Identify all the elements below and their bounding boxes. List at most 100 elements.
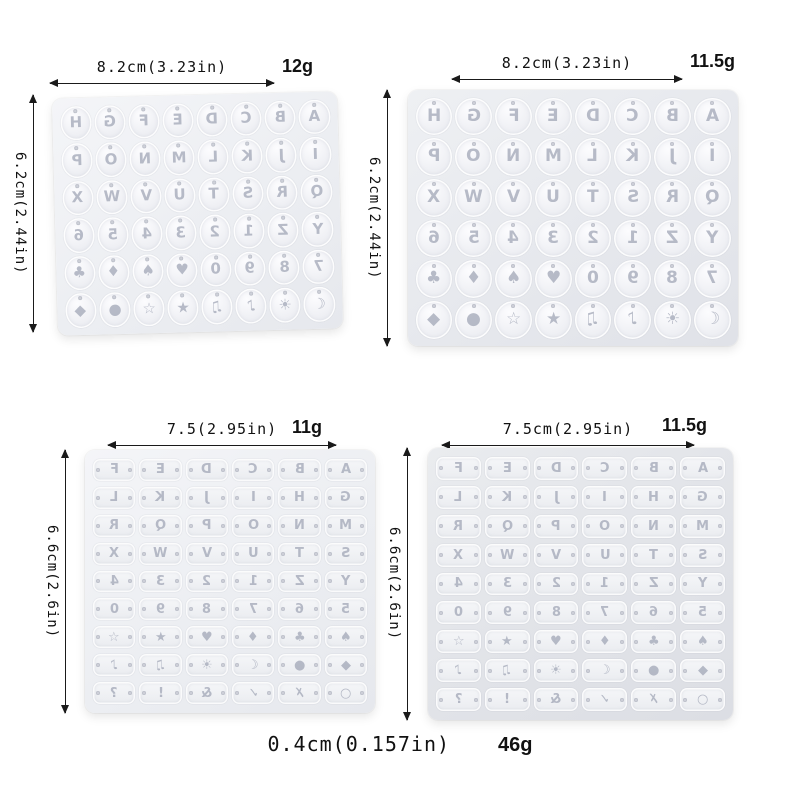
mold-cavity: 8 [533, 601, 579, 625]
mold-cavity: E [484, 457, 530, 480]
cavity-letter: P [551, 518, 561, 534]
mold-cavity: 2 [574, 219, 612, 258]
mold-cavity: ☆ [495, 300, 532, 339]
pendant-hole [221, 467, 226, 472]
cavity-letter: N [648, 518, 660, 534]
cavity-letter: 7 [600, 605, 610, 621]
horizontal-dimension-arrow [451, 75, 683, 83]
pendant-hole [473, 610, 478, 615]
cavity-letter: 5 [107, 224, 119, 244]
cavity-letter: ☾ [599, 663, 611, 679]
mold-cavity: J [533, 485, 579, 509]
cavity-letter: ☾ [704, 309, 720, 330]
cavity-letter: X [453, 547, 464, 563]
mold-cavity: 8 [185, 598, 228, 621]
pendant-hole [234, 607, 239, 612]
pendant-hole [327, 691, 332, 696]
mold-cavity: ☆ [436, 630, 481, 654]
mold-cavity: 3 [534, 219, 572, 258]
pendant-hole [536, 581, 541, 586]
pendant-hole [439, 639, 444, 644]
mold-cavity: S [614, 178, 651, 217]
cavity-letter: ● [293, 657, 306, 673]
pendant-hole [75, 183, 80, 188]
mold-cavity: J [185, 486, 228, 509]
mold-cavity: G [93, 104, 126, 140]
mold-cavity: 7 [582, 601, 628, 625]
cavity-letter: ♥ [545, 268, 561, 289]
pendant-hole [620, 553, 625, 558]
mold-cavity: ♪ [614, 300, 651, 339]
cavity-letter: ? [454, 692, 463, 708]
pendant-hole [473, 639, 478, 644]
cavity-letter: K [155, 490, 166, 506]
cavity-letter: D [585, 105, 600, 126]
mold-cavity: ☀ [654, 300, 691, 339]
pendant-hole [511, 263, 516, 268]
cavity-letter: 4 [507, 227, 520, 248]
height-dimension: 6.6cm(2.6in) [386, 447, 411, 721]
pendant-hole [267, 467, 272, 472]
mold-cavity: P [415, 138, 453, 176]
pendant-hole [313, 139, 318, 145]
cavity-letter: ♫ [501, 663, 514, 679]
cavity-letter: X [71, 188, 84, 207]
pendant-hole [180, 293, 185, 298]
cavity-letter: C [600, 460, 610, 476]
cavity-letter: G [340, 490, 352, 506]
pendant-hole [174, 635, 179, 640]
pendant-hole [571, 581, 576, 586]
mold-cavity: O [455, 138, 492, 176]
cavity-letter: G [466, 105, 481, 126]
cavity-letter: R [276, 182, 289, 202]
pendant-hole [234, 495, 239, 500]
cavity-letter: ♫ [210, 297, 224, 316]
mold-cavity: 9 [484, 601, 530, 625]
pendant-hole [683, 697, 688, 702]
pendant-hole [670, 141, 675, 146]
pendant-hole [634, 697, 639, 702]
mold-cavity: ? [93, 682, 136, 704]
cavity-letter: U [599, 547, 611, 563]
mold-cavity: ♪ [235, 288, 268, 324]
cavity-letter: O [247, 518, 259, 534]
pendant-hole [128, 523, 133, 528]
mold-cavity: G [680, 485, 725, 509]
pendant-hole [145, 256, 150, 261]
pendant-hole [585, 639, 590, 644]
cavity-letter: U [173, 185, 187, 204]
pendant-hole [360, 663, 365, 668]
thickness-and-total-weight: 0.4cm(0.157in) 46g [0, 732, 800, 757]
pendant-hole [710, 141, 715, 146]
mold-cavity: A [298, 99, 331, 135]
mold-cavity: U [163, 177, 196, 213]
pendant-hole [620, 524, 625, 529]
cavity-letter: 9 [502, 605, 512, 621]
pendant-hole [634, 668, 639, 673]
mold-cavity: ♥ [534, 260, 572, 298]
cavity-letter: U [247, 546, 259, 562]
mold-cavity: H [278, 486, 321, 509]
mold-cavity: ☾ [693, 300, 731, 339]
pendant-hole [128, 467, 133, 472]
mold-cavity: N [631, 514, 677, 538]
mold-cavity: ✗ [278, 682, 321, 704]
cavity-letter: A [705, 105, 719, 126]
pendant-hole [710, 304, 715, 309]
silicone-alphabet-mold-photo: F E D C B A L K J I H G R Q P O N M X W V U T S 4 3 2 1 Z Y 0 9 8 7 6 5 ☆ ★ ♥ ♦… [85, 450, 375, 713]
mold-cavity: ♪ [436, 659, 481, 683]
pendant-hole [620, 466, 625, 471]
pendant-hole [234, 663, 239, 668]
pendant-hole [313, 691, 318, 696]
cavity-letter: W [464, 187, 483, 208]
pendant-hole [487, 581, 492, 586]
cavity-letter: ♣ [426, 268, 442, 289]
mold-cavity: X [415, 178, 453, 217]
cavity-letter: Z [294, 573, 305, 589]
pendant-hole [683, 553, 688, 558]
cavity-letter: A [308, 107, 321, 126]
pendant-hole [571, 697, 576, 702]
pendant-hole [221, 579, 226, 584]
cavity-letter: ♣ [293, 629, 306, 645]
mold-cavity: D [185, 459, 228, 481]
